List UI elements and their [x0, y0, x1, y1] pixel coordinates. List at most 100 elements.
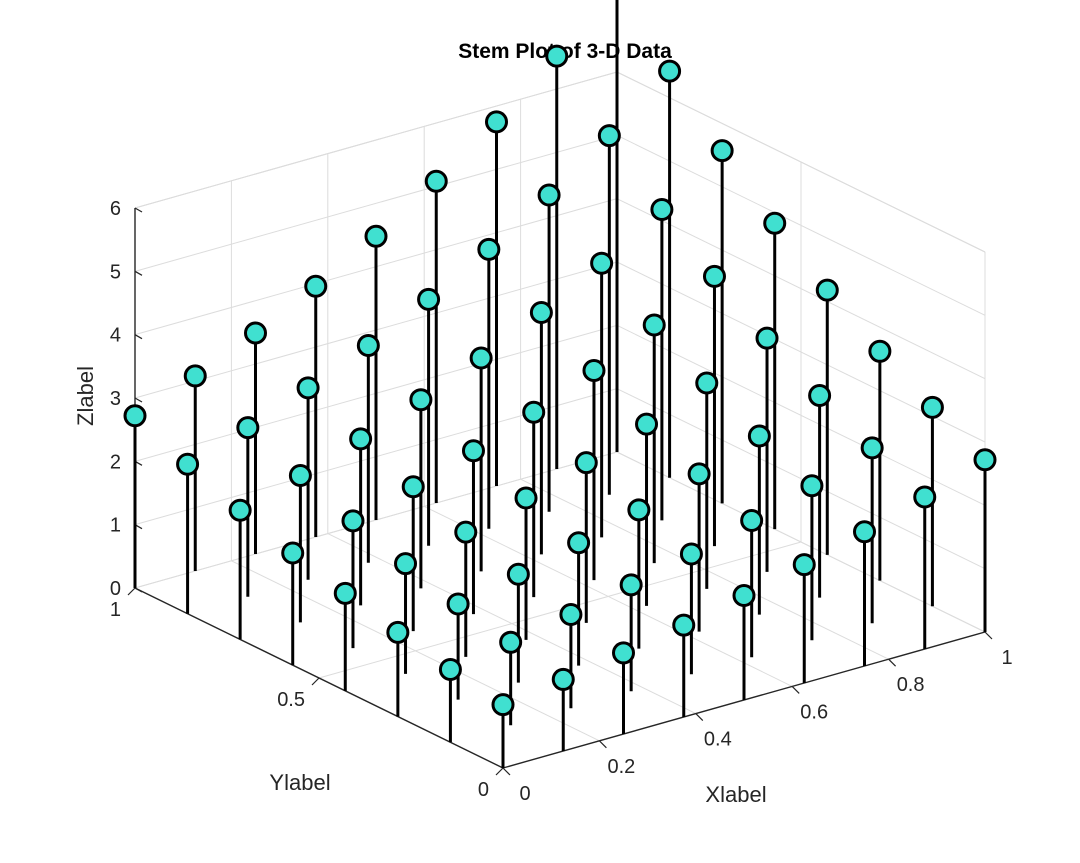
z-grid-line: [134, 71, 618, 209]
stem-marker: [288, 463, 312, 487]
stem-marker: [619, 573, 643, 597]
stem-marker: [860, 436, 884, 460]
stem-marker: [183, 364, 207, 388]
stem-marker: [702, 264, 726, 288]
z-tick-mark: [134, 587, 143, 593]
stem-marker: [522, 400, 546, 424]
x-tick-label: 0.4: [704, 729, 732, 751]
stem-marker: [438, 657, 462, 681]
stem-marker: [514, 486, 538, 510]
x-tick-mark: [984, 631, 993, 640]
z-tick-label: 6: [110, 198, 121, 220]
stem-marker: [695, 371, 719, 395]
z-tick-mark: [134, 397, 143, 403]
stem-marker: [755, 326, 779, 350]
stem-marker: [710, 139, 734, 163]
stem-marker: [461, 439, 485, 463]
stem-marker: [454, 520, 478, 544]
stem-marker: [529, 300, 553, 324]
z-grid-line: [616, 198, 986, 380]
y-tick-label: 0: [478, 779, 489, 801]
stem-marker: [424, 169, 448, 193]
stem-marker: [732, 584, 756, 607]
stem-marker: [792, 553, 816, 577]
stem-marker: [559, 603, 583, 627]
z-grid-line: [616, 134, 986, 316]
stem-marker: [341, 509, 365, 533]
stem-marker: [244, 321, 267, 345]
z-grid-line: [616, 324, 986, 506]
x-tick-label: 1: [1001, 647, 1012, 669]
stem-marker: [582, 359, 606, 383]
stem-marker: [763, 211, 787, 235]
x-tick-label: 0.6: [800, 701, 828, 723]
stem-marker: [545, 44, 569, 68]
stem-marker: [394, 552, 418, 576]
stem-marker: [853, 520, 876, 544]
y-axis-label: Ylabel: [269, 770, 330, 795]
stem-marker: [627, 498, 651, 522]
stem-marker: [551, 667, 575, 691]
stem-marker: [815, 278, 839, 302]
stem-marker: [635, 412, 659, 436]
stem-marker: [356, 333, 380, 357]
stem-marker: [687, 462, 711, 486]
stem-marker: [485, 110, 508, 134]
stem-marker: [304, 274, 328, 298]
stem-marker: [417, 287, 441, 311]
x-tick-mark: [502, 767, 511, 776]
stem-marker: [567, 531, 591, 555]
stem-marker: [574, 451, 598, 475]
stem-marker: [364, 224, 388, 248]
stem-marker: [868, 339, 892, 363]
y-tick-mark: [495, 767, 504, 776]
stem-marker: [491, 693, 515, 717]
y-grid-line: [318, 541, 802, 679]
stem-marker: [409, 388, 433, 412]
z-tick-label: 5: [110, 261, 121, 283]
x-tick-mark: [791, 685, 800, 694]
stem-marker: [537, 183, 561, 207]
y-tick-mark: [127, 587, 136, 596]
z-grid-line: [616, 71, 986, 253]
stem-marker: [808, 384, 832, 408]
stem-marker: [281, 541, 305, 565]
stem-marker: [236, 416, 260, 440]
x-axis-label: Xlabel: [705, 782, 766, 807]
x-tick-mark: [598, 740, 607, 749]
y-tick-mark: [311, 677, 320, 686]
y-tick-label: 1: [110, 599, 121, 621]
stem-marker: [672, 613, 696, 637]
stem-marker: [477, 237, 501, 261]
x-tick-label: 0.2: [607, 756, 635, 778]
z-tick-mark: [134, 207, 143, 213]
stem-marker: [228, 498, 252, 522]
y-tick-label: 0.5: [277, 689, 305, 711]
stem-marker: [679, 542, 703, 566]
stem-marker: [386, 620, 410, 644]
stem-marker: [597, 124, 621, 148]
z-tick-label: 0: [110, 578, 121, 600]
stem-marker: [642, 313, 666, 337]
stem-marker: [920, 395, 944, 419]
stem-marker: [296, 376, 320, 400]
x-tick-mark: [888, 658, 897, 667]
stem-marker: [973, 448, 997, 472]
stem-marker: [446, 592, 470, 616]
z-tick-label: 1: [110, 515, 121, 537]
stem-marker: [658, 59, 682, 83]
stem-marker: [401, 475, 425, 499]
z-axis-label: Zlabel: [73, 366, 98, 426]
stem-marker: [590, 251, 614, 275]
stem-marker: [469, 346, 493, 370]
grid-layer: [134, 71, 986, 769]
stem-marker: [612, 641, 635, 665]
stem-marker: [506, 562, 530, 586]
stem-marker: [176, 452, 200, 476]
stem-marker: [740, 508, 764, 532]
z-grid-line: [134, 134, 618, 272]
z-tick-mark: [134, 270, 143, 276]
stem-marker: [123, 404, 147, 428]
